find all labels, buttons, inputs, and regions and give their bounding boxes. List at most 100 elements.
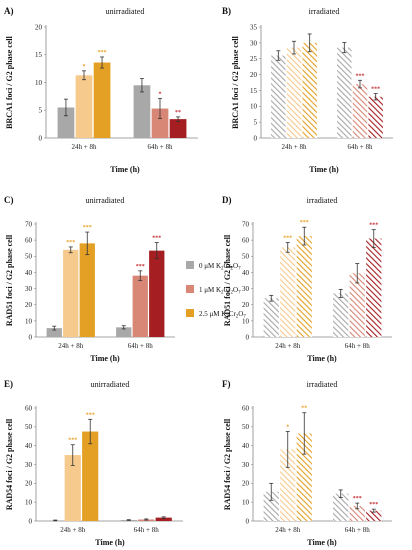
y-tick-label: 20 [35, 23, 43, 31]
x-tick-label: 64h + 8h [345, 526, 370, 534]
bar [333, 293, 349, 337]
y-tick-label: 10 [242, 317, 250, 325]
y-tick-label: 50 [25, 253, 33, 261]
significance-label: *** [300, 220, 309, 226]
bar [286, 47, 302, 138]
bar [296, 433, 312, 521]
significance-label: *** [356, 73, 365, 79]
y-axis-label: RAD54 foci / G2 phase cell [5, 418, 14, 510]
x-tick-label: 24h + 8h [72, 143, 97, 151]
y-axis-label: RAD51 foci / G2 phase cell [223, 234, 232, 326]
bar [271, 55, 286, 138]
y-tick-label: 20 [250, 71, 258, 79]
legend-label: 2.5 μM K2Cr2O7 [199, 310, 246, 320]
chart-panel-1: A) unirradiated 0 5 10 15 20 BRCA1 foci / G2 ph… [4, 6, 198, 174]
bar [169, 119, 187, 138]
y-tick-label: 15 [250, 87, 258, 95]
significance-label: *** [369, 223, 378, 229]
panel-title: unirradiated [86, 196, 125, 205]
panel-label: D) [222, 195, 232, 205]
significance-label: *** [83, 225, 92, 231]
bar [149, 250, 165, 337]
legend-swatch [186, 285, 194, 293]
panel-title: irradiated [309, 7, 340, 16]
y-tick-label: 5 [39, 107, 43, 115]
x-axis-label: Time (h) [307, 354, 337, 363]
y-tick-label: 60 [25, 404, 33, 412]
x-tick-label: 24h + 8h [275, 342, 300, 350]
chart-panel-5: E) unirradiated 0 10 20 30 40 50 60 RAD54 foci / … [4, 379, 183, 547]
bar [133, 85, 151, 138]
y-tick-label: 15 [35, 51, 43, 59]
y-tick-label: 0 [246, 333, 250, 341]
y-tick-label: 25 [250, 55, 258, 63]
y-tick-label: 10 [242, 499, 250, 507]
y-tick-label: 0 [29, 333, 33, 341]
bar [151, 108, 169, 138]
bar [366, 238, 382, 337]
y-tick-label: 20 [25, 301, 33, 309]
bar [349, 273, 365, 337]
significance-label: *** [66, 240, 75, 246]
significance-label: *** [86, 412, 95, 418]
x-tick-label: 64h + 8h [128, 342, 153, 350]
legend-swatch [186, 309, 194, 317]
y-tick-label: 40 [25, 269, 33, 277]
y-tick-label: 20 [25, 480, 33, 488]
y-tick-label: 10 [250, 103, 258, 111]
y-tick-label: 35 [250, 23, 258, 31]
bar [79, 243, 95, 337]
y-tick-label: 70 [25, 220, 33, 228]
x-tick-label: 24h + 8h [58, 342, 83, 350]
bar [296, 236, 312, 337]
x-tick-label: 64h + 8h [148, 143, 173, 151]
y-axis-label: BRCA1 foci / G2 phase cell [5, 35, 14, 128]
legend-swatch [186, 261, 194, 269]
bar [366, 510, 382, 521]
significance-label: *** [283, 236, 292, 242]
y-tick-label: 0 [246, 517, 250, 525]
chart-panel-6: F) irradiated 0 10 20 30 40 50 60 RAD54 foci / G2… [222, 379, 392, 547]
significance-label: *** [68, 438, 77, 444]
y-tick-label: 10 [35, 79, 43, 87]
significance-label: *** [353, 496, 362, 502]
bar [368, 96, 383, 138]
panel-label: C) [4, 195, 14, 205]
x-axis-label: Time (h) [307, 538, 337, 547]
significance-label: * [159, 92, 162, 98]
y-tick-label: 60 [25, 237, 33, 245]
chart-panel-2: B) irradiated 0 5 10 15 20 25 30 35 BRCA1 foci / G… [222, 6, 393, 174]
x-axis-label: Time (h) [110, 165, 140, 174]
legend-label: 0 μM K2Cr2O7 [199, 262, 241, 272]
y-tick-label: 10 [25, 499, 33, 507]
chart-panel-3: C) unirradiated 0 10 20 30 40 50 60 70 RAD51 foci … [4, 195, 175, 363]
significance-label: *** [152, 236, 161, 242]
y-tick-label: 60 [242, 237, 250, 245]
x-tick-label: 64h + 8h [134, 526, 159, 534]
x-tick-label: 24h + 8h [60, 526, 85, 534]
x-tick-label: 24h + 8h [282, 143, 307, 151]
x-tick-label: 64h + 8h [345, 342, 370, 350]
significance-label: *** [98, 50, 107, 56]
y-tick-label: 30 [250, 39, 258, 47]
legend-label: 1 μM K2Cr2O7 [199, 286, 241, 296]
significance-label: ** [301, 406, 307, 412]
x-tick-label: 64h + 8h [348, 143, 373, 151]
x-tick-label: 24h + 8h [275, 526, 300, 534]
y-tick-label: 30 [242, 461, 250, 469]
x-axis-label: Time (h) [309, 165, 339, 174]
y-tick-label: 50 [242, 253, 250, 261]
significance-label: * [286, 425, 289, 431]
panel-label: B) [222, 6, 231, 16]
y-axis-label: RAD51 foci / G2 phase cell [5, 234, 14, 326]
bar [82, 431, 99, 521]
y-tick-label: 0 [29, 517, 33, 525]
bar [46, 328, 62, 337]
y-tick-label: 30 [25, 461, 33, 469]
y-tick-label: 40 [242, 269, 250, 277]
y-tick-label: 0 [39, 134, 43, 142]
bar [155, 517, 172, 521]
y-tick-label: 60 [242, 404, 250, 412]
panel-title: irradiated [307, 196, 338, 205]
x-axis-label: Time (h) [95, 538, 125, 547]
